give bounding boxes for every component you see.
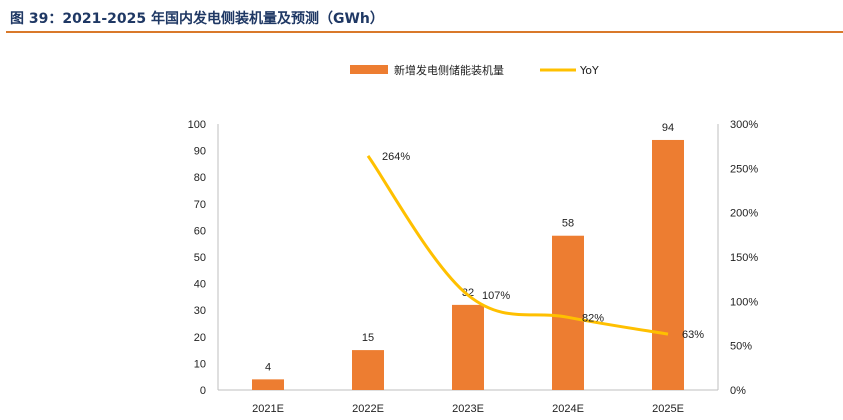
right-axis-tick-label: 50%	[730, 341, 752, 353]
legend-label-bar: 新增发电侧储能装机量	[394, 63, 504, 77]
right-axis-tick-label: 250%	[730, 163, 758, 175]
bar	[352, 350, 384, 390]
yoy-line	[366, 155, 669, 336]
x-axis-category-label: 2023E	[452, 403, 484, 415]
bar	[652, 139, 684, 390]
right-axis-tick-label: 150%	[730, 252, 758, 264]
left-axis-tick-label: 100	[188, 119, 206, 131]
bar-value-label: 4	[265, 361, 271, 373]
left-axis-tick-label: 60	[194, 225, 206, 237]
caption-divider	[6, 31, 843, 33]
left-axis-tick-label: 20	[194, 332, 206, 344]
yoy-value-label: 82%	[582, 312, 604, 324]
left-axis-tick-label: 40	[194, 279, 206, 291]
x-axis-category-label: 2024E	[552, 403, 584, 415]
yoy-value-label: 264%	[382, 151, 410, 163]
left-axis-tick-label: 30	[194, 305, 206, 317]
right-axis-tick-label: 100%	[730, 296, 758, 308]
bar	[452, 304, 484, 390]
left-axis-tick-label: 50	[194, 252, 206, 264]
chart-legend: 新增发电侧储能装机量 YoY	[350, 63, 599, 77]
line-series: 264% 107% 82% 63%	[366, 151, 704, 341]
x-axis-category-label: 2025E	[652, 403, 684, 415]
figure-caption: 图 39：2021-2025 年国内发电侧装机量及预测（GWh）	[10, 11, 384, 27]
x-axis-category-label: 2021E	[252, 403, 284, 415]
yoy-value-label: 63%	[682, 329, 704, 341]
bar-value-label: 94	[662, 122, 674, 134]
bar-value-label: 58	[562, 218, 574, 230]
yoy-value-label: 107%	[482, 290, 510, 302]
legend-swatch-bar	[350, 65, 388, 74]
left-axis-tick-label: 0	[200, 385, 206, 397]
chart-axes: 0 10 20 30 40 50 60 70 80 90 100 0% 50% 100% 150% 200% 2…	[188, 119, 759, 415]
bar	[252, 379, 284, 390]
right-axis-tick-label: 200%	[730, 208, 758, 220]
left-axis-tick-label: 90	[194, 146, 206, 158]
legend-label-line: YoY	[579, 64, 599, 77]
bar-value-label: 15	[362, 332, 374, 344]
left-axis-tick-label: 70	[194, 199, 206, 211]
right-axis-tick-label: 300%	[730, 119, 758, 131]
bar	[552, 235, 584, 390]
left-axis-tick-label: 10	[194, 358, 206, 370]
x-axis-category-label: 2022E	[352, 403, 384, 415]
right-axis-tick-label: 0%	[730, 385, 746, 397]
left-axis-tick-label: 80	[194, 172, 206, 184]
